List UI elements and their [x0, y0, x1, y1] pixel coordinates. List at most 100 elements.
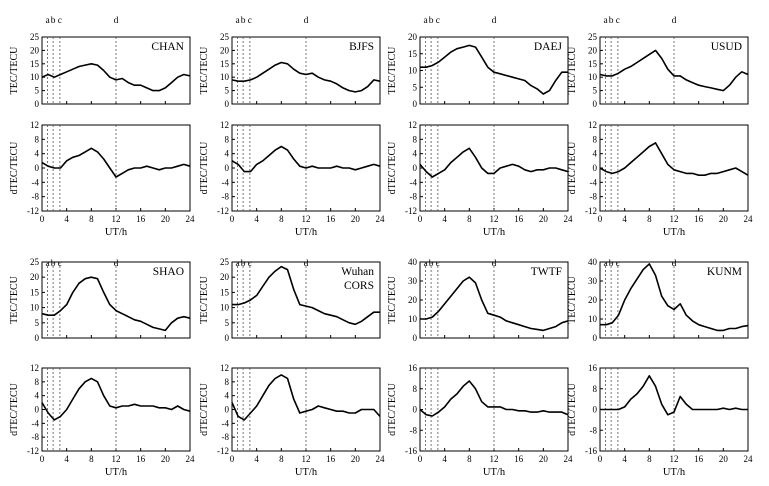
event-label-c: c: [58, 16, 62, 26]
x-axis-label: UT/h: [295, 227, 318, 238]
y-tick-label: 10: [220, 72, 230, 82]
y-tick-label: 20: [408, 32, 418, 42]
station-panel-daej: 0 5 10 15 20 TEC/TECU -12 -8 -4 0 4 8 12 dTEC/TECU a b c…: [387, 16, 573, 238]
x-tick-label: 12: [302, 454, 311, 464]
y-tick-label: -4: [410, 177, 418, 187]
y-tick-label: 0: [225, 99, 230, 109]
y-tick-label: 30: [408, 276, 418, 286]
y-tick-label: 25: [30, 257, 40, 267]
station-name: CORS: [344, 280, 374, 292]
x-tick-label: 4: [622, 454, 627, 464]
x-tick-label: 20: [351, 214, 361, 224]
y-tick-label: 5: [413, 82, 418, 92]
x-tick-label: 20: [161, 454, 171, 464]
event-label-c: c: [436, 259, 440, 269]
y-tick-label: 40: [408, 257, 418, 267]
event-label-c: c: [616, 259, 620, 269]
event-label-d: d: [114, 16, 119, 26]
y-tick-label: 10: [408, 314, 418, 324]
station-name: USUD: [711, 41, 742, 53]
y-tick-label: 12: [220, 120, 229, 130]
dtec-series-line: [41, 147, 191, 178]
y-tick-label: 0: [413, 333, 418, 343]
dtec-y-axis-label: dTEC/TECU: [387, 141, 398, 195]
dtec-series-line: [41, 377, 191, 421]
event-label-b: b: [609, 259, 614, 269]
station-panel-shao: 0 5 10 15 20 25 TEC/TECU -12 -8 -4 0 4 8 12 dTEC/TECU a…: [9, 257, 195, 478]
x-axis-label: UT/h: [483, 467, 506, 478]
y-tick-label: -12: [217, 446, 229, 456]
x-tick-label: 16: [136, 454, 146, 464]
x-tick-label: 16: [514, 454, 524, 464]
y-tick-label: 8: [413, 134, 418, 144]
y-tick-label: 8: [593, 384, 598, 394]
x-tick-label: 0: [40, 214, 45, 224]
event-label-c: c: [58, 259, 62, 269]
tec-series-line: [420, 44, 568, 95]
x-tick-label: 16: [514, 214, 524, 224]
y-tick-label: 20: [220, 272, 230, 282]
y-tick-label: 15: [220, 287, 230, 297]
y-tick-label: -4: [590, 177, 598, 187]
y-tick-label: -4: [32, 177, 40, 187]
event-label-b: b: [609, 16, 614, 26]
x-tick-label: 12: [670, 454, 679, 464]
x-tick-label: 12: [670, 214, 679, 224]
y-tick-label: 15: [588, 59, 598, 69]
x-tick-label: 4: [622, 214, 627, 224]
y-tick-label: 4: [225, 391, 230, 401]
x-tick-label: 20: [719, 454, 729, 464]
tec-y-axis-label: TEC/TECU: [387, 46, 398, 95]
event-label-d: d: [672, 16, 677, 26]
y-tick-label: -8: [32, 432, 40, 442]
y-tick-label: 20: [588, 295, 598, 305]
y-tick-label: -12: [405, 206, 417, 216]
event-label-b: b: [241, 16, 246, 26]
y-tick-label: 4: [225, 149, 230, 159]
x-tick-label: 8: [89, 214, 94, 224]
event-label-a: a: [45, 259, 50, 269]
event-label-b: b: [51, 259, 56, 269]
x-tick-label: 0: [230, 454, 235, 464]
y-tick-label: 0: [413, 163, 418, 173]
y-tick-label: 20: [30, 272, 40, 282]
y-tick-label: 5: [593, 86, 598, 96]
y-tick-label: -12: [27, 446, 39, 456]
station-panel-chan: 0 5 10 15 20 25 TEC/TECU -12 -8 -4 0 4 8 12 dTEC/TECU a…: [9, 16, 195, 238]
tec-y-axis-label: TEC/TECU: [387, 275, 398, 324]
event-label-a: a: [603, 259, 608, 269]
y-tick-label: 20: [30, 45, 40, 55]
dtec-series-line: [231, 145, 381, 173]
y-tick-label: 40: [588, 257, 598, 267]
x-tick-label: 16: [326, 454, 336, 464]
y-tick-label: 12: [30, 120, 39, 130]
y-tick-label: 0: [593, 163, 598, 173]
y-tick-label: 0: [35, 163, 40, 173]
y-tick-label: 8: [35, 377, 40, 387]
y-tick-label: 15: [220, 59, 230, 69]
event-label-d: d: [492, 259, 497, 269]
y-tick-label: 12: [30, 363, 39, 373]
x-tick-label: 20: [719, 214, 729, 224]
x-tick-label: 20: [539, 454, 549, 464]
y-tick-label: -8: [410, 425, 418, 435]
x-tick-label: 0: [418, 214, 423, 224]
y-tick-label: 5: [225, 86, 230, 96]
y-tick-label: -12: [217, 206, 229, 216]
y-tick-label: 5: [35, 318, 40, 328]
y-tick-label: 0: [593, 99, 598, 109]
station-name: TWTF: [531, 266, 562, 278]
x-tick-label: 12: [490, 214, 499, 224]
y-tick-label: 25: [220, 32, 230, 42]
y-tick-label: -12: [27, 206, 39, 216]
dtec-y-axis-label: dTEC/TECU: [9, 382, 20, 436]
event-label-a: a: [423, 259, 428, 269]
dtec-y-axis-label: dTEC/TECU: [9, 141, 20, 195]
tec-y-axis-label: TEC/TECU: [199, 275, 210, 324]
y-tick-label: 0: [35, 99, 40, 109]
x-tick-label: 4: [254, 454, 259, 464]
x-tick-label: 12: [302, 214, 311, 224]
x-tick-label: 24: [186, 454, 196, 464]
x-tick-label: 16: [326, 214, 336, 224]
